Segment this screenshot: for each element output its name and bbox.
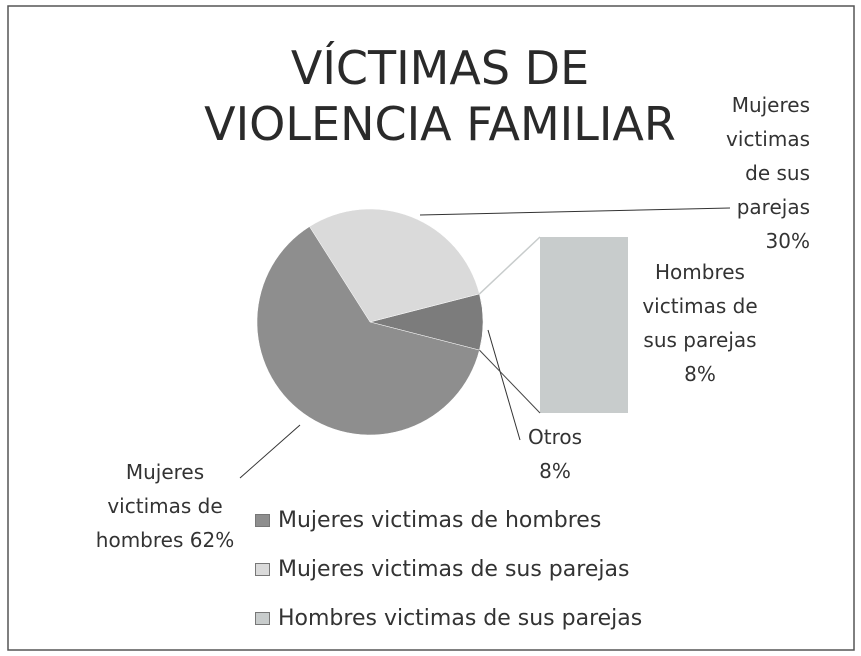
label-value: 30% xyxy=(765,229,810,253)
connector-line xyxy=(478,236,541,295)
label-name: Mujeres victimas de hombres xyxy=(95,460,223,552)
label-name: Mujeres victimas de sus parejas xyxy=(726,93,810,219)
chart-title: VÍCTIMAS DE VIOLENCIA FAMILIAR xyxy=(204,41,676,151)
pie-slice xyxy=(309,208,480,323)
legend-item: Hombres victimas de sus parejas xyxy=(255,606,642,631)
chart-border xyxy=(7,5,855,651)
label-value: 8% xyxy=(684,362,716,386)
data-label: Mujeres victimas de hombres 62% xyxy=(95,455,235,557)
label-value: 62% xyxy=(189,528,235,552)
data-label: Hombres victimas de sus parejas 8% xyxy=(635,255,765,391)
secondary-bar xyxy=(540,237,628,413)
legend-swatch xyxy=(255,612,270,625)
legend-item: Mujeres victimas de hombres xyxy=(255,508,601,533)
label-name: Otros xyxy=(527,425,583,449)
pie-slice xyxy=(256,226,480,436)
label-name: Hombres victimas de sus parejas xyxy=(642,260,758,352)
legend-item: Mujeres victimas de sus parejas xyxy=(255,557,629,582)
leader-line xyxy=(239,424,301,479)
legend-label: Mujeres victimas de sus parejas xyxy=(278,557,630,582)
leader-line xyxy=(487,329,521,441)
legend-label: Hombres victimas de sus parejas xyxy=(278,606,643,631)
legend-label: Mujeres victimas de hombres xyxy=(278,508,602,533)
legend-swatch xyxy=(255,514,270,527)
data-label: Mujeres victimas de sus parejas 30% xyxy=(700,88,810,258)
data-label: Otros 8% xyxy=(515,420,595,488)
leader-line xyxy=(419,207,731,216)
legend-swatch xyxy=(255,563,270,576)
label-value: 8% xyxy=(539,459,571,483)
connector-line xyxy=(479,349,541,414)
